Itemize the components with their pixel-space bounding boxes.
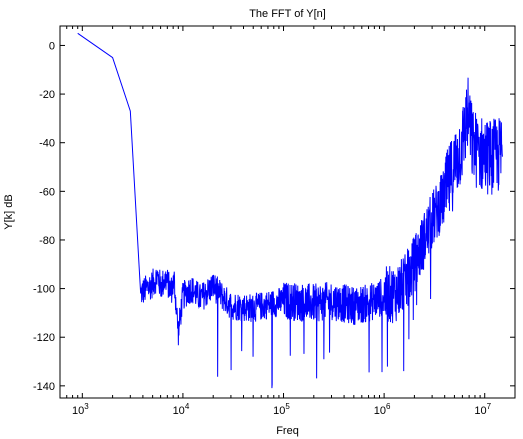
- x-tick-label-exponent: 6: [386, 402, 391, 411]
- y-tick-label: -120: [33, 332, 55, 344]
- y-tick-label: 0: [49, 40, 55, 52]
- y-tick-label: -40: [39, 138, 55, 150]
- y-tick-label: -80: [39, 235, 55, 247]
- x-tick-label-base: 10: [173, 405, 185, 417]
- x-tick-label-exponent: 4: [185, 402, 190, 411]
- x-axis-label: Freq: [276, 425, 299, 437]
- plot-area: [60, 26, 515, 398]
- x-tick-label-exponent: 7: [487, 402, 492, 411]
- chart-title: The FFT of Y[n]: [249, 8, 326, 20]
- y-tick-label: -60: [39, 186, 55, 198]
- y-tick-label: -20: [39, 89, 55, 101]
- x-tick-label-base: 10: [72, 405, 84, 417]
- x-tick-label-base: 10: [374, 405, 386, 417]
- y-tick-label: -140: [33, 381, 55, 393]
- y-tick-label: -100: [33, 284, 55, 296]
- x-tick-label-exponent: 5: [285, 402, 290, 411]
- y-axis-label: Y[k] dB: [3, 194, 15, 229]
- x-tick-label-base: 10: [273, 405, 285, 417]
- x-tick-label-exponent: 3: [84, 402, 89, 411]
- x-tick-label-base: 10: [474, 405, 486, 417]
